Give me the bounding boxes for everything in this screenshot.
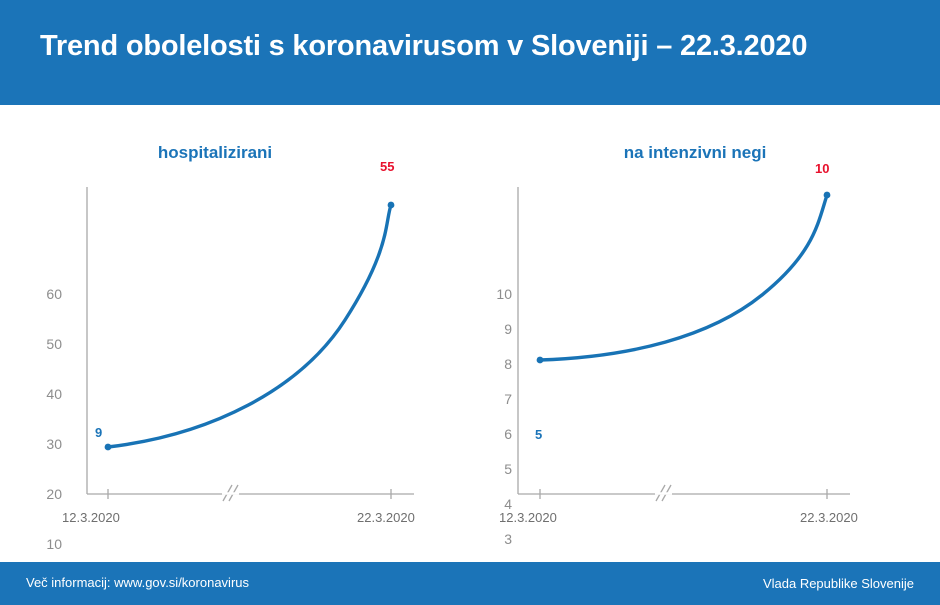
chart-title-intenzivna-nega: na intenzivni negi bbox=[623, 143, 767, 162]
footer-info-link[interactable]: Več informacij: www.gov.si/koronavirus bbox=[26, 575, 250, 590]
axis-break-marker bbox=[222, 484, 239, 502]
axis-break-marker bbox=[655, 484, 672, 502]
y-tick-label: 40 bbox=[46, 386, 62, 402]
y-tick-label: 10 bbox=[46, 536, 62, 552]
start-value-label: 5 bbox=[535, 427, 543, 442]
chart-plot-hospitalizirani bbox=[86, 187, 414, 502]
chart-plot-intenzivna-nega bbox=[517, 187, 850, 502]
start-value-label: 9 bbox=[95, 425, 103, 440]
x-tick-label: 12.3.2020 bbox=[62, 510, 120, 525]
data-line-intenzivna-nega bbox=[538, 193, 829, 362]
data-point-end bbox=[823, 191, 831, 199]
y-tick-label: 4 bbox=[504, 496, 512, 512]
y-tick-label: 6 bbox=[504, 426, 512, 442]
x-tick-label: 12.3.2020 bbox=[499, 510, 557, 525]
y-tick-label: 8 bbox=[504, 356, 512, 372]
x-tick-label: 22.3.2020 bbox=[357, 510, 415, 525]
y-tick-label: 5 bbox=[504, 461, 512, 477]
footer-organization: Vlada Republike Slovenije bbox=[762, 576, 914, 591]
chart-panel-hospitalizirani: hospitalizirani 60 50 40 30 20 10 0 9 55… bbox=[0, 105, 470, 602]
y-tick-label: 60 bbox=[46, 286, 62, 302]
y-tick-label: 9 bbox=[504, 321, 512, 337]
header-banner: Trend obolelosti s koronavirusom v Slove… bbox=[0, 0, 940, 105]
y-tick-label: 30 bbox=[46, 436, 62, 452]
footer-banner: Več informacij: www.gov.si/koronavirus V… bbox=[0, 562, 940, 605]
y-tick-label: 3 bbox=[504, 531, 512, 547]
y-tick-label: 7 bbox=[504, 391, 512, 407]
charts-container: hospitalizirani 60 50 40 30 20 10 0 9 55… bbox=[0, 105, 940, 605]
y-tick-label: 10 bbox=[496, 286, 512, 302]
y-tick-label: 50 bbox=[46, 336, 62, 352]
end-value-label: 55 bbox=[380, 159, 395, 174]
end-value-label: 10 bbox=[815, 161, 830, 176]
footer-spacer bbox=[0, 555, 940, 562]
data-point-start bbox=[104, 443, 112, 451]
data-point-start bbox=[536, 356, 544, 364]
data-line-hospitalizirani bbox=[106, 203, 393, 449]
data-point-end bbox=[387, 201, 395, 209]
page-title: Trend obolelosti s koronavirusom v Slove… bbox=[40, 30, 808, 62]
x-tick-label: 22.3.2020 bbox=[800, 510, 858, 525]
y-tick-label: 20 bbox=[46, 486, 62, 502]
chart-panel-intenzivna-nega: na intenzivni negi 10 9 8 7 6 5 4 3 2 1 … bbox=[470, 105, 940, 605]
chart-title-hospitalizirani: hospitalizirani bbox=[157, 143, 273, 162]
